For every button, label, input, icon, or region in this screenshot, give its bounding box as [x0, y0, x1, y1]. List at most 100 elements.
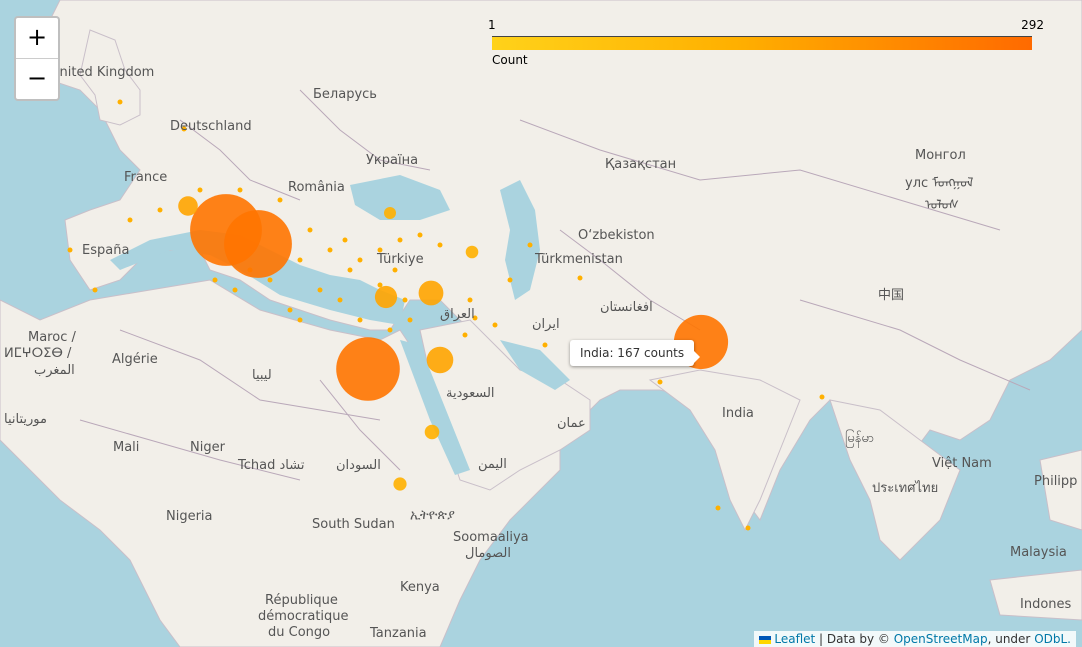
- density-dot: [377, 247, 383, 253]
- marker-egypt[interactable]: [336, 337, 400, 401]
- caspian-sea: [500, 180, 540, 300]
- marker-black-sea[interactable]: [384, 207, 396, 219]
- map-label-china: 中国: [878, 288, 905, 303]
- map-label-southsudan: South Sudan: [312, 517, 395, 532]
- map-label-yemen: اليمن: [478, 457, 507, 472]
- marker-saudi-arabia[interactable]: [426, 346, 454, 374]
- density-dot: [715, 505, 721, 511]
- legend-max: 292: [1021, 18, 1044, 32]
- density-dot: [407, 317, 413, 323]
- marker-ethiopia[interactable]: [393, 477, 407, 491]
- density-dot: [527, 242, 533, 248]
- odbl-link[interactable]: ODbL.: [1034, 632, 1071, 646]
- map-label-thailand: ประเทศไทย: [872, 481, 939, 496]
- map-label-mongol3: ᠤᠯᠤᠰ: [925, 198, 959, 213]
- marker-sudan[interactable]: [424, 424, 440, 440]
- density-dot: [745, 525, 751, 531]
- marker-cyprus[interactable]: [374, 285, 398, 309]
- density-dot: [342, 237, 348, 243]
- map-label-niger: Niger: [190, 440, 225, 455]
- map-label-ukraina: Україна: [366, 153, 419, 168]
- map-label-tanzania: Tanzania: [370, 626, 427, 641]
- red-sea: [400, 340, 470, 475]
- density-dot: [387, 327, 393, 333]
- map-label-maroc2: ⵍⵎⵖⵔⵉⴱ /: [4, 346, 72, 361]
- zoom-in-button[interactable]: +: [16, 18, 58, 59]
- zoom-control: + −: [14, 16, 60, 101]
- density-dot: [127, 217, 133, 223]
- density-dot: [307, 227, 313, 233]
- attribution: Leaflet | Data by © OpenStreetMap, under…: [754, 631, 1076, 647]
- map-label-uk: United Kingdom: [50, 65, 155, 80]
- density-dot: [437, 242, 443, 248]
- map-label-malaysia: Malaysia: [1010, 545, 1067, 560]
- legend-caption: Count: [492, 53, 528, 67]
- map-label-mongol: Монгол: [915, 148, 966, 163]
- map-label-oman: عمان: [557, 416, 586, 431]
- density-dot: [347, 267, 353, 273]
- land-seasia: [829, 399, 961, 561]
- map-label-philippines: Philipp: [1034, 474, 1078, 489]
- land-uk: [79, 29, 141, 126]
- density-dot: [232, 287, 238, 293]
- map-label-maroc3: المغرب: [34, 363, 75, 378]
- map-label-tchad: Tchad تشاد: [238, 458, 305, 473]
- marker-italy-south[interactable]: [224, 210, 292, 278]
- marker-france-south[interactable]: [178, 196, 198, 216]
- density-dot: [92, 287, 98, 293]
- map-label-mauritania: موريتانيا: [4, 412, 47, 427]
- density-dot: [157, 207, 163, 213]
- map-label-somalia: Soomaaliya: [453, 530, 529, 545]
- map-label-iran: ایران: [532, 317, 560, 332]
- density-dot: [397, 237, 403, 243]
- land-philippines: [1039, 449, 1082, 531]
- map-label-myanmar: မြန်မာ: [845, 431, 875, 446]
- density-dot: [117, 99, 123, 105]
- density-dot: [327, 247, 333, 253]
- map-label-vietnam: Việt Nam: [932, 456, 992, 471]
- density-dot: [357, 257, 363, 263]
- density-dot: [392, 267, 398, 273]
- density-dot: [462, 332, 468, 338]
- marker-turkey-east[interactable]: [465, 245, 479, 259]
- map-label-nigeria: Nigeria: [166, 509, 213, 524]
- legend-min: 1: [488, 18, 496, 32]
- density-dot: [337, 297, 343, 303]
- map-label-france: France: [124, 170, 168, 185]
- leaflet-link[interactable]: Leaflet: [774, 632, 816, 646]
- map-label-saudi: السعودية: [446, 386, 495, 401]
- density-dot: [467, 297, 473, 303]
- land-india: [648, 369, 801, 532]
- density-dot: [402, 297, 408, 303]
- black-sea: [350, 175, 450, 220]
- density-dot: [181, 126, 187, 132]
- density-dot: [577, 275, 583, 281]
- density-dot: [197, 187, 203, 193]
- density-dot: [237, 187, 243, 193]
- map-label-afghan: افغانستان: [600, 300, 653, 315]
- density-dot: [317, 287, 323, 293]
- osm-link[interactable]: OpenStreetMap: [893, 632, 988, 646]
- map-label-somalia2: الصومال: [465, 546, 511, 561]
- map-label-uzbek: O‘zbekiston: [578, 228, 655, 243]
- map-label-deutschland: Deutschland: [170, 119, 252, 134]
- map-label-mali: Mali: [113, 440, 140, 455]
- density-dot: [297, 317, 303, 323]
- map-label-turkmen: Türkmenistan: [535, 252, 623, 267]
- map-label-kenya: Kenya: [400, 580, 440, 595]
- map-label-ethiopia: ኢትዮጵያ: [410, 508, 455, 523]
- marker-tooltip: India: 167 counts: [570, 340, 701, 366]
- zoom-out-button[interactable]: −: [26, 64, 48, 92]
- map-label-kazakhstan: Қазақстан: [605, 157, 677, 172]
- marker-syria[interactable]: [418, 280, 444, 306]
- land-indonesia: [989, 569, 1082, 621]
- density-dot: [657, 379, 663, 385]
- density-dot: [542, 342, 548, 348]
- map-label-romania: România: [288, 180, 345, 195]
- map-label-sudan: السودان: [336, 458, 381, 473]
- markers-layer: [67, 99, 825, 531]
- density-dot: [507, 277, 513, 283]
- map-label-india: India: [722, 406, 754, 421]
